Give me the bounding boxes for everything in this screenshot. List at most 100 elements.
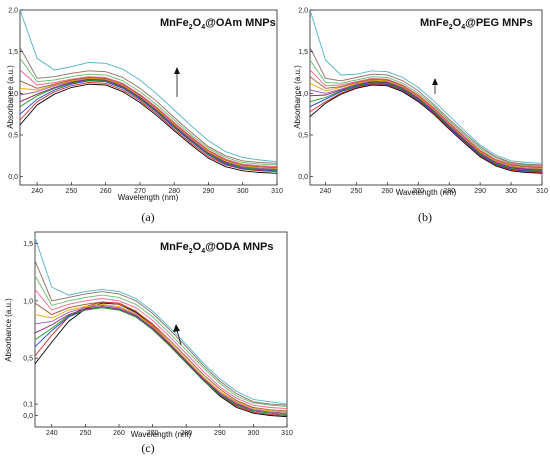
plot-frame	[19, 9, 278, 186]
panel-caption: (c)	[141, 441, 154, 455]
x-axis-ticks: 240 250 260 270 280 290 300 310	[31, 182, 283, 195]
x-tick-label: 290	[474, 188, 486, 195]
series-group	[19, 9, 278, 174]
x-tick-label: 310	[281, 430, 293, 437]
series-line-4	[34, 307, 288, 415]
panel-caption: (b)	[418, 210, 432, 224]
x-tick-label: 280	[168, 188, 180, 195]
series-line-2	[309, 83, 543, 173]
x-tick-label: 310	[536, 188, 548, 195]
series-line-1	[19, 83, 278, 174]
series-line-7	[309, 79, 543, 169]
series-line-12	[19, 9, 278, 163]
x-tick-label: 250	[66, 188, 78, 195]
series-line-11	[34, 260, 288, 406]
y-tick-label: 1,0	[8, 91, 18, 98]
y-tick-label: 2,0	[298, 8, 308, 15]
y-axis-ticks: 0,0 0,5 1,0 1,5 2,0	[298, 8, 313, 181]
series-line-8	[19, 77, 278, 168]
x-axis-label: Wavelength (nm)	[131, 430, 192, 439]
series-line-10	[34, 275, 288, 407]
series-line-6	[19, 77, 278, 170]
y-tick-label: 1,5	[298, 49, 308, 56]
x-tick-label: 310	[271, 188, 283, 195]
x-tick-label: 300	[248, 430, 260, 437]
series-line-7	[19, 77, 278, 169]
trend-arrow	[174, 67, 180, 97]
series-line-4	[309, 82, 543, 172]
y-tick-label: 0,5	[298, 133, 308, 140]
y-tick-label: 1,0	[298, 91, 308, 98]
series-line-3	[19, 80, 278, 172]
y-tick-label: 0,0	[23, 413, 33, 420]
y-tick-label: 1,0	[23, 298, 33, 305]
x-tick-label: 240	[320, 188, 332, 195]
y-tick-label: 0,0	[8, 174, 18, 181]
panel-title: MnFe2O4@ODA MNPs	[160, 241, 274, 255]
series-group	[34, 237, 288, 418]
series-line-11	[309, 47, 543, 166]
x-axis-label: Wavelength (nm)	[118, 193, 179, 202]
y-tick-label: 1,5	[8, 49, 18, 56]
series-line-12	[309, 9, 543, 164]
x-tick-label: 260	[100, 188, 112, 195]
y-axis-label: Absorbance (a.u.)	[6, 65, 15, 129]
y-axis-label: Absorbance (a.u.)	[4, 298, 13, 362]
y-tick-label: 0,0	[298, 174, 308, 181]
y-axis-ticks: 0,0 0,5 1,0 1,5 2,0	[8, 8, 23, 181]
panel-c: 0,0 0,1 0,5 1,0 1,5 240 250 260 270 280 290 300 310…	[4, 231, 293, 455]
series-line-10	[19, 58, 278, 166]
x-tick-label: 270	[147, 430, 159, 437]
y-tick-label: 0,5	[23, 356, 33, 363]
series-line-8	[34, 301, 288, 412]
trend-arrow	[173, 324, 182, 346]
x-axis-ticks: 240 250 260 270 280 290 300 310	[320, 182, 548, 195]
x-tick-label: 270	[134, 188, 146, 195]
series-line-1	[309, 84, 543, 174]
x-tick-label: 250	[80, 430, 92, 437]
x-tick-label: 250	[351, 188, 363, 195]
y-tick-label: 1,5	[23, 241, 33, 248]
series-line-12	[34, 237, 288, 405]
x-tick-label: 270	[412, 188, 424, 195]
x-tick-label: 260	[113, 430, 125, 437]
y-tick-label: 2,0	[8, 8, 18, 15]
x-tick-label: 260	[381, 188, 393, 195]
x-axis-label: Wavelength (nm)	[396, 188, 457, 197]
series-line-4	[19, 79, 278, 171]
trend-arrow	[432, 78, 438, 94]
series-line-9	[309, 69, 543, 168]
x-tick-label: 300	[505, 188, 517, 195]
x-tick-label: 290	[214, 430, 226, 437]
series-line-2	[19, 82, 278, 173]
y-axis-label: Absorbance (a.u.)	[293, 65, 302, 129]
plot-frame	[309, 9, 543, 186]
x-tick-label: 240	[31, 188, 43, 195]
x-tick-label: 300	[237, 188, 249, 195]
panel-b: 0,0 0,5 1,0 1,5 2,0 240 250 260 270 280 290 300 310…	[293, 8, 548, 225]
y-tick-label: 0,5	[8, 133, 18, 140]
series-group	[309, 9, 543, 174]
panel-a: 0,0 0,5 1,0 1,5 2,0 240 250 260 270 280 290 300 310…	[6, 8, 283, 225]
panel-title: MnFe2O4@PEG MNPs	[420, 17, 533, 31]
series-line-10	[309, 59, 543, 167]
series-line-7	[34, 303, 288, 413]
series-line-5	[309, 81, 543, 171]
x-axis-ticks: 240 250 260 270 280 290 300 310	[46, 424, 293, 437]
series-line-6	[34, 304, 288, 414]
panel-caption: (a)	[141, 210, 154, 224]
y-tick-label: 0,1	[23, 402, 33, 409]
plot-frame	[34, 231, 288, 428]
series-line-11	[19, 47, 278, 164]
panel-title: MnFe2O4@OAm MNPs	[160, 17, 276, 31]
series-line-3	[309, 82, 543, 173]
x-tick-label: 280	[443, 188, 455, 195]
series-line-6	[309, 80, 543, 170]
x-tick-label: 280	[180, 430, 192, 437]
series-line-9	[19, 69, 278, 168]
y-axis-ticks: 0,0 0,1 0,5 1,0 1,5	[23, 241, 38, 420]
x-tick-label: 240	[46, 430, 58, 437]
x-tick-label: 290	[203, 188, 215, 195]
series-line-3	[34, 307, 288, 415]
